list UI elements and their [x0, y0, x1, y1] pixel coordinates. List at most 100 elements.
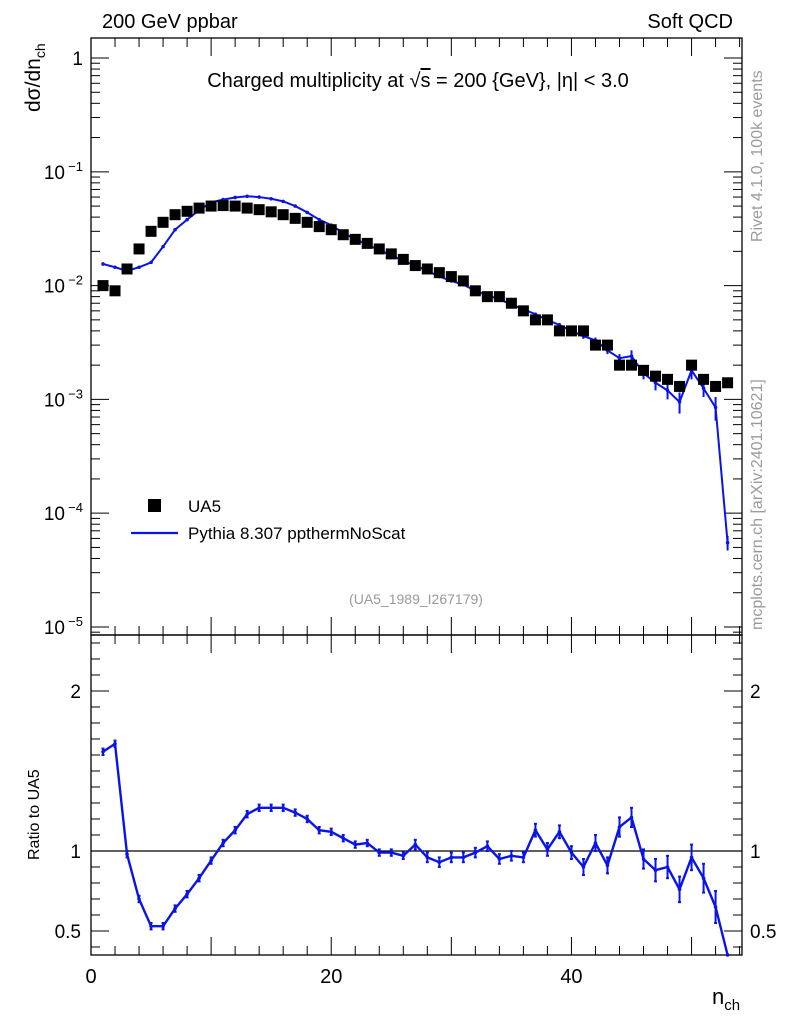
- data-point: [397, 253, 409, 265]
- ratio-point: [425, 855, 430, 860]
- ratio-point: [173, 906, 177, 911]
- data-point: [565, 325, 577, 337]
- ratio-series: [101, 739, 730, 957]
- ratio-y-tick-label-right: 0.5: [750, 922, 776, 943]
- ratio-point: [329, 830, 334, 834]
- main-plot-frame: [90, 37, 743, 636]
- data-point: [193, 202, 205, 214]
- data-point: [674, 380, 686, 392]
- data-point: [205, 200, 217, 212]
- legend: UA5 Pythia 8.307 ppthermNoScat: [131, 497, 406, 543]
- data-point: [385, 248, 397, 260]
- data-point: [241, 202, 253, 214]
- mc-point: [101, 262, 105, 266]
- data-point: [373, 243, 385, 255]
- rivet-version-label: Rivet 4.1.0, 100k events: [749, 70, 766, 242]
- ratio-point: [641, 857, 646, 861]
- data-point: [181, 205, 193, 217]
- x-tick-label: 20: [320, 966, 342, 988]
- data-point: [601, 339, 613, 351]
- ratio-point: [497, 857, 502, 861]
- mc-point: [653, 380, 658, 385]
- data-point: [133, 243, 145, 255]
- main-y-tick-exponent: −4: [68, 500, 83, 515]
- data-point: [109, 285, 121, 297]
- data-point: [349, 233, 361, 245]
- header-right-label: Soft QCD: [647, 11, 733, 33]
- mc-point: [317, 217, 322, 222]
- ratio-y-tick-label-right: 2: [750, 682, 761, 703]
- ratio-point: [569, 850, 574, 855]
- data-point: [638, 364, 650, 376]
- data-point: [457, 275, 469, 287]
- mc-point: [113, 265, 117, 270]
- ratio-point: [113, 742, 117, 746]
- ratio-point: [389, 850, 394, 855]
- main-y-tick-label: 10: [44, 163, 65, 184]
- ratio-point: [677, 887, 682, 892]
- ratio-y-tick-label-right: 1: [750, 842, 761, 863]
- data-point: [662, 373, 674, 385]
- ratio-point: [137, 897, 141, 901]
- ratio-point: [161, 924, 165, 928]
- data-point: [577, 325, 589, 337]
- data-point: [469, 285, 481, 297]
- ratio-point: [209, 858, 213, 863]
- ratio-point: [665, 865, 670, 869]
- ratio-point: [293, 810, 297, 815]
- main-y-tick-exponent: −3: [68, 386, 83, 401]
- main-plot-title: Charged multiplicity at √s = 200 {GeV}, …: [207, 70, 629, 92]
- mc-point: [281, 199, 285, 204]
- ratio-point: [365, 841, 370, 845]
- mc-point: [305, 210, 309, 215]
- data-point: [686, 359, 698, 371]
- ratio-point: [413, 842, 418, 847]
- ratio-point: [281, 806, 285, 810]
- data-point: [361, 237, 373, 249]
- mc-point: [713, 405, 718, 410]
- data-point: [409, 260, 421, 272]
- main-y-tick-label: 10: [44, 277, 65, 298]
- data-point: [121, 263, 133, 275]
- header-left-label: 200 GeV ppbar: [102, 11, 238, 33]
- mc-point: [137, 265, 141, 270]
- data-point: [325, 224, 337, 236]
- mc-point: [149, 260, 153, 265]
- mc-point: [293, 204, 297, 208]
- ratio-point: [149, 924, 153, 928]
- data-point: [169, 209, 181, 221]
- mc-point: [185, 217, 189, 222]
- data-point: [553, 325, 565, 337]
- ratio-point: [713, 905, 718, 909]
- data-point: [613, 359, 625, 371]
- data-point: [589, 339, 601, 351]
- main-axis-ticks: 110−110−210−310−410−5: [44, 38, 742, 639]
- ratio-point: [509, 854, 514, 858]
- data-point: [313, 221, 325, 233]
- ratio-point: [437, 860, 442, 864]
- data-point: [421, 263, 433, 275]
- data-point: [493, 291, 505, 303]
- ratio-point: [545, 847, 550, 852]
- data-point: [517, 305, 529, 317]
- mc-point: [257, 195, 261, 199]
- data-point: [445, 271, 457, 283]
- data-point: [157, 216, 169, 228]
- mc-point: [725, 540, 730, 545]
- data-point: [277, 209, 289, 221]
- main-y-tick-label: 1: [72, 49, 83, 70]
- main-y-tick-label: 10: [44, 504, 65, 525]
- ratio-point: [233, 828, 237, 832]
- main-y-tick-exponent: −2: [68, 273, 83, 288]
- data-point: [650, 370, 662, 382]
- mc-point: [665, 388, 670, 393]
- ratio-point: [689, 855, 694, 860]
- data-point: [265, 206, 277, 218]
- ratio-point: [245, 812, 249, 816]
- ratio-y-tick-label-left: 0.5: [55, 922, 81, 943]
- data-point: [722, 377, 734, 389]
- mc-point: [629, 354, 634, 358]
- x-tick-label: 0: [85, 966, 96, 988]
- ratio-point: [317, 828, 322, 832]
- legend-label-mc: Pythia 8.307 ppthermNoScat: [188, 524, 406, 543]
